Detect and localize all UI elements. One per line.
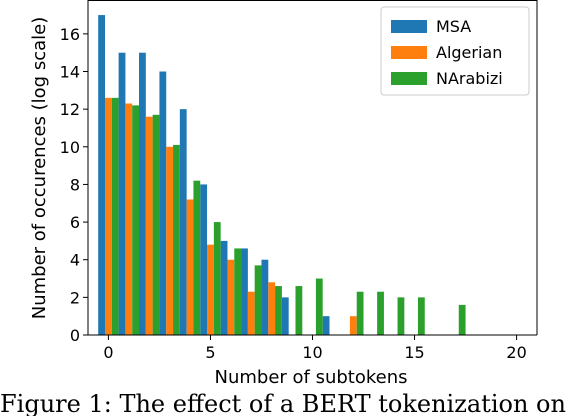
x-tick-label: 0	[103, 343, 113, 362]
bar-algerian-2	[145, 116, 153, 335]
y-tick-label: 0	[70, 326, 80, 345]
bar-narabizi-8	[275, 286, 282, 335]
x-axis-title: Number of subtokens	[214, 367, 407, 388]
x-tick-label: 5	[205, 343, 215, 362]
bar-msa-5	[200, 184, 208, 335]
bar-narabizi-0	[111, 97, 119, 336]
bar-narabizi-5	[213, 222, 221, 335]
y-tick-label: 16	[60, 25, 80, 44]
bar-algerian-1	[125, 103, 133, 335]
series-narabizi	[111, 97, 466, 336]
bar-algerian-6	[227, 259, 235, 335]
bar-narabizi-15	[417, 297, 425, 335]
legend-swatch-narabizi	[391, 72, 427, 85]
bar-msa-7	[241, 248, 248, 335]
y-tick-label: 2	[70, 288, 80, 307]
bar-algerian-0	[105, 97, 112, 336]
y-axis: 0 2 4 6 8 10 12 14 16	[60, 25, 88, 345]
bar-narabizi-6	[234, 248, 242, 335]
bar-msa-8	[261, 259, 269, 335]
y-tick-label: 14	[60, 63, 80, 82]
y-tick-label: 8	[70, 175, 80, 194]
bar-algerian-8	[268, 282, 276, 335]
chart: 0 2 4 6 8 10 12 14 16 0 5 10 15 20 Number of occuren…	[29, 0, 538, 388]
y-tick-label: 10	[60, 138, 80, 157]
bar-msa-2	[139, 52, 146, 335]
legend-label-algerian: Algerian	[436, 43, 502, 62]
y-tick-label: 6	[70, 213, 80, 232]
plot-area	[87, 0, 538, 336]
x-axis: 0 5 10 15 20	[103, 335, 527, 362]
bar-algerian-3	[166, 146, 174, 335]
bar-algerian-4	[186, 199, 194, 335]
bar-msa-6	[220, 240, 228, 335]
x-tick-label: 15	[404, 343, 424, 362]
bar-algerian-5	[207, 244, 214, 335]
bar-narabizi-17	[458, 304, 466, 335]
y-tick-label: 12	[60, 100, 80, 119]
bar-msa-9	[281, 297, 289, 335]
bar-narabizi-9	[295, 286, 303, 335]
y-tick-label: 4	[70, 251, 80, 270]
bar-narabizi-12	[356, 291, 364, 335]
legend-label-msa: MSA	[436, 17, 471, 36]
series-algerian	[105, 97, 357, 336]
bar-narabizi-10	[315, 278, 323, 335]
bar-narabizi-1	[132, 105, 140, 335]
bar-msa-1	[118, 52, 126, 335]
legend-swatch-msa	[391, 20, 427, 33]
bar-msa-4	[179, 109, 187, 335]
bar-msa-0	[98, 15, 105, 336]
legend-label-narabizi: NArabizi	[436, 69, 503, 88]
bar-msa-3	[159, 71, 167, 336]
x-tick-label: 20	[506, 343, 526, 362]
figure-caption: Figure 1: The effect of a BERT tokenizat…	[0, 392, 566, 416]
legend-swatch-algerian	[391, 46, 427, 59]
bar-narabizi-4	[193, 180, 201, 335]
bar-narabizi-7	[254, 265, 262, 335]
legend: MSA Algerian NArabizi	[380, 6, 530, 96]
y-axis-title: Number of occurences (log scale)	[29, 17, 50, 319]
bar-narabizi-2	[152, 114, 160, 335]
series-msa	[98, 15, 330, 336]
x-tick-label: 10	[302, 343, 322, 362]
bar-narabizi-13	[377, 291, 384, 335]
bar-algerian-7	[247, 291, 255, 335]
bar-algerian-12	[349, 316, 357, 335]
bar-narabizi-14	[397, 297, 405, 335]
bar-narabizi-3	[173, 144, 180, 335]
bar-msa-11	[322, 316, 330, 335]
